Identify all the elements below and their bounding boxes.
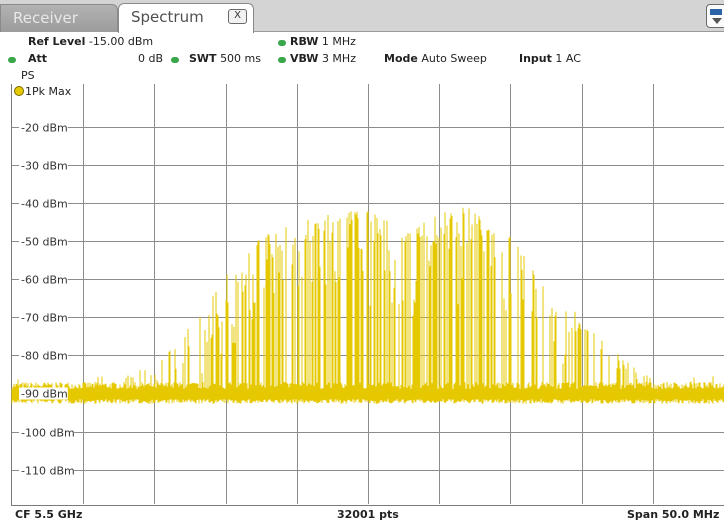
y-tick-label: -90 dBm: [21, 388, 68, 401]
y-tick-label-background: [19, 121, 68, 134]
trace-indicator-icon: [14, 86, 24, 96]
y-tick-label-background: [19, 273, 68, 286]
swt-label: SWT: [189, 52, 217, 65]
mode-label: Mode: [384, 52, 418, 65]
y-tick-label-background: [19, 426, 75, 439]
frequency-span: Span 50.0 MHz: [627, 508, 720, 521]
att-status-dot: [8, 57, 16, 63]
y-tick-label: -40 dBm: [21, 198, 68, 211]
vbw-value: 3 MHz: [321, 52, 356, 65]
ref-level-value: -15.00 dBm: [88, 35, 154, 48]
y-tick-label: -100 dBm: [21, 427, 75, 440]
ref-level-setting: Ref Level -15.00 dBm: [28, 35, 153, 48]
y-tick-label-background: [19, 349, 68, 362]
preamp-label: PS: [21, 69, 35, 82]
att-value: 0 dB: [138, 52, 164, 65]
tab-receiver[interactable]: Receiver: [0, 4, 118, 32]
display-config-icon[interactable]: [706, 4, 724, 28]
vbw-label: VBW: [290, 52, 319, 65]
input-value: 1 AC: [555, 52, 581, 65]
trace-1: [11, 207, 724, 404]
y-tick-label-background: [19, 197, 68, 210]
swt-status-dot: [171, 57, 179, 63]
grid: [12, 84, 724, 504]
vbw-setting: VBW 3 MHz: [290, 52, 356, 65]
vbw-status-dot: [278, 57, 286, 63]
y-tick-label: -70 dBm: [21, 312, 68, 325]
trace-spikes: [17, 207, 714, 394]
mode-value: Auto Sweep: [421, 52, 487, 65]
ref-level-label: Ref Level: [28, 35, 86, 48]
y-axis-ticks: -20 dBm -30 dBm -40 dBm -50 dBm -60 dBm -70 d…: [19, 121, 75, 478]
y-tick-label-background: [19, 464, 75, 477]
input-setting: Input 1 AC: [519, 52, 581, 65]
rbw-label: RBW: [290, 35, 319, 48]
rbw-value: 1 MHz: [321, 35, 356, 48]
center-frequency: CF 5.5 GHz: [15, 508, 83, 521]
y-tick-label: -60 dBm: [21, 274, 68, 287]
close-tab-icon[interactable]: X: [228, 9, 247, 24]
att-label: Att: [28, 52, 48, 65]
status-footer: CF 5.5 GHz 32001 pts Span 50.0 MHz: [11, 505, 724, 524]
trace-label-text: 1Pk Max: [25, 85, 72, 98]
tab-bar: Receiver Spectrum X: [0, 0, 724, 33]
y-tick-label: -20 dBm: [21, 122, 68, 135]
swt-value: 500 ms: [220, 52, 262, 65]
y-tick-label: -80 dBm: [21, 350, 68, 363]
y-tick-label-background: [19, 235, 68, 248]
mode-setting: Mode Auto Sweep: [384, 52, 487, 65]
y-tick-label: -30 dBm: [21, 160, 68, 173]
measurement-settings: Ref Level -15.00 dBm RBW 1 MHz Att 0 dB …: [0, 33, 724, 85]
input-label: Input: [519, 52, 552, 65]
trace-label: 1Pk Max: [11, 84, 71, 99]
sweep-points: 32001 pts: [337, 508, 399, 521]
swt-setting: SWT 500 ms: [189, 52, 261, 65]
y-tick-label-background: [19, 311, 68, 324]
rbw-setting: RBW 1 MHz: [290, 35, 356, 48]
y-tick-label: -50 dBm: [21, 236, 68, 249]
y-tick-label-background: [19, 159, 68, 172]
y-tick-label-background: [19, 387, 68, 400]
y-tick-label: -110 dBm: [21, 465, 75, 478]
rbw-status-dot: [278, 40, 286, 46]
